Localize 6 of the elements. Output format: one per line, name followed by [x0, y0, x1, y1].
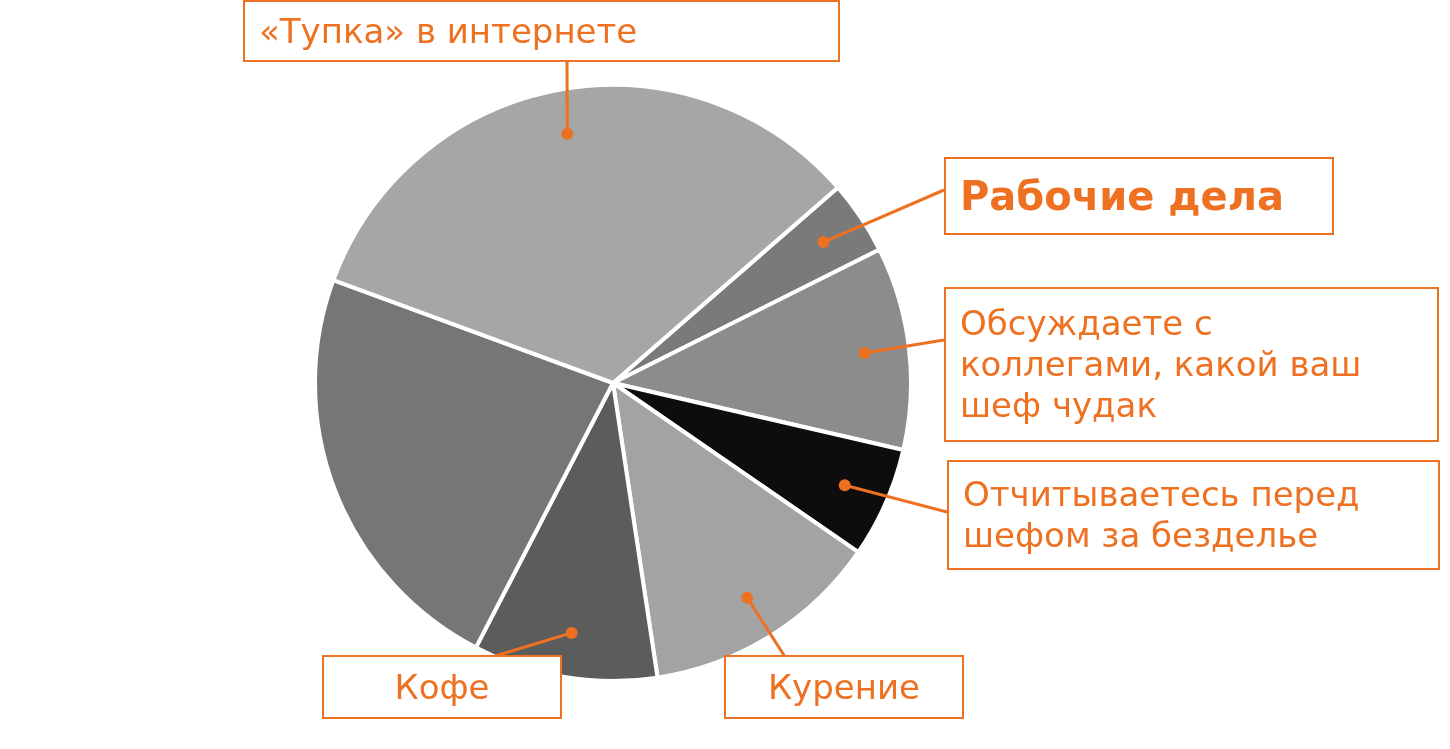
slice-label: Отчитываетесь перед шефом за безделье	[947, 460, 1440, 570]
slice-label: «Тупка» в интернете	[243, 0, 840, 62]
slice-label: Рабочие дела	[944, 157, 1334, 235]
slice-label: Курение	[724, 655, 964, 719]
slice-label: Обсуждаете с коллегами, какой ваш шеф чудак	[944, 287, 1439, 442]
slice-label: Кофе	[322, 655, 562, 719]
